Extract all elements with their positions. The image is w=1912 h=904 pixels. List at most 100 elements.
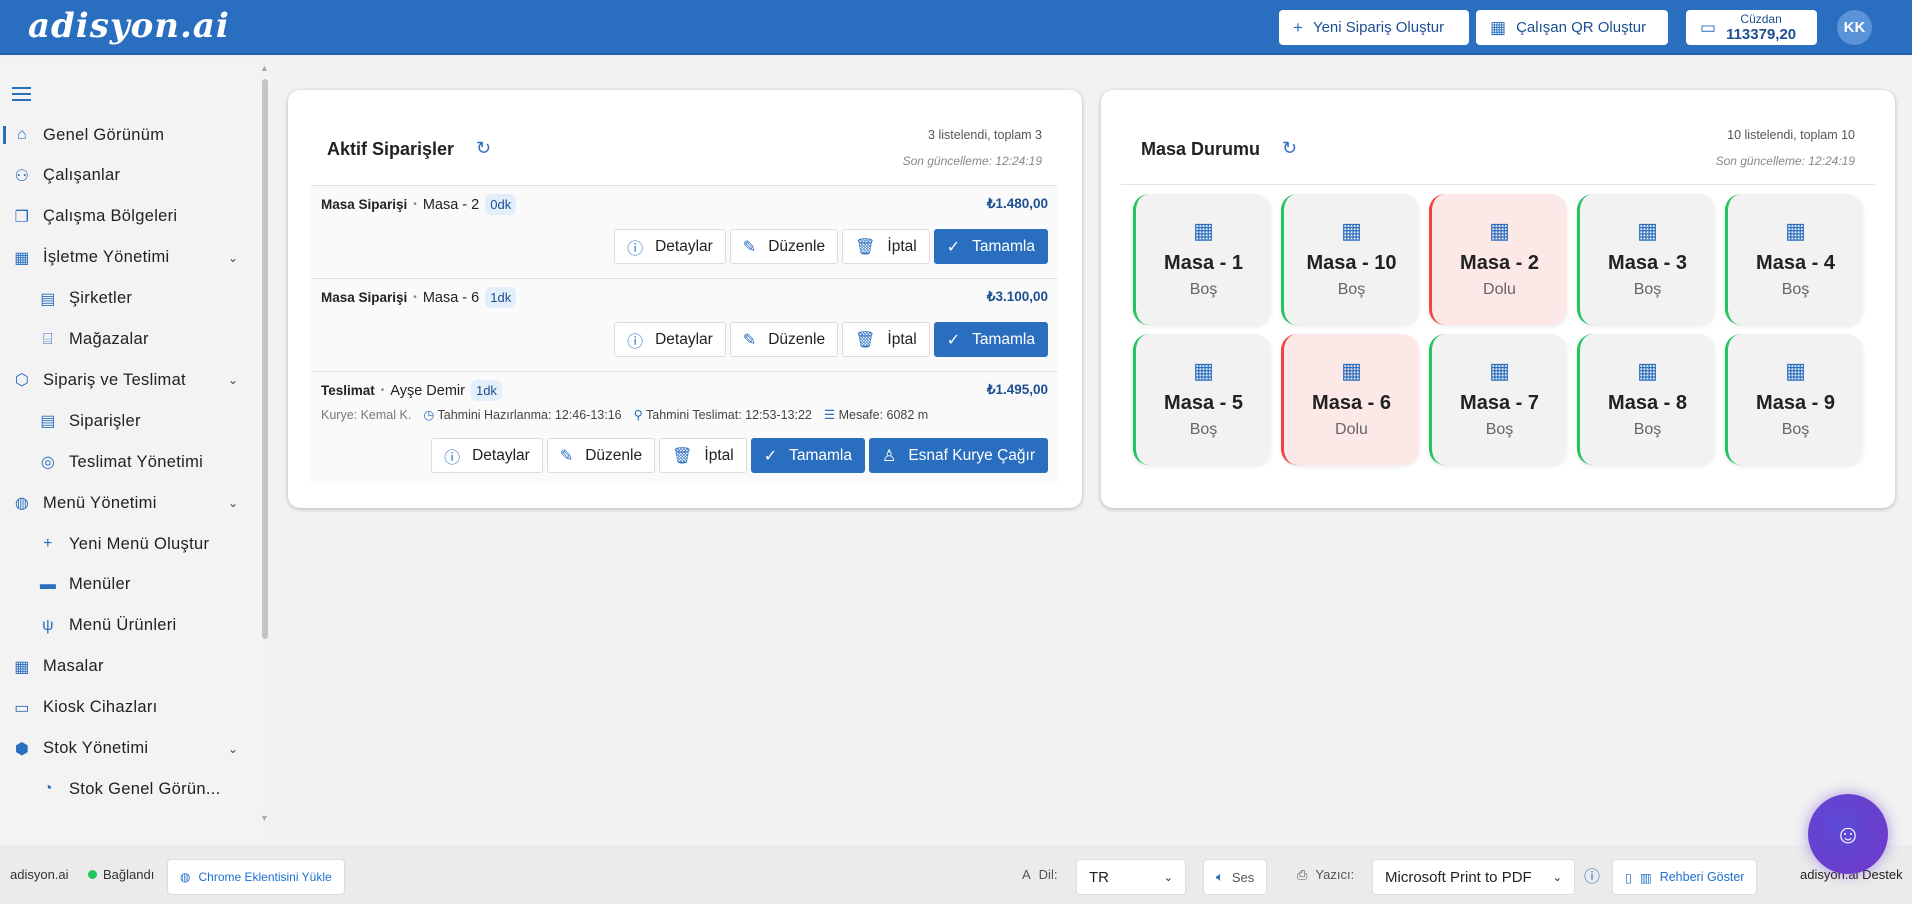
sound-button[interactable]: 🔈︎ Ses xyxy=(1203,859,1268,895)
table-name: Masa - 1 xyxy=(1164,252,1243,274)
order-price: ₺1.495,00 xyxy=(986,382,1048,397)
table-tile[interactable]: ▦ Masa - 3 Boş xyxy=(1577,194,1715,325)
sidebar-item[interactable]: ▤ Siparişler xyxy=(0,406,250,436)
table-name: Masa - 9 xyxy=(1756,392,1835,414)
sidebar-item[interactable]: ⚇ Çalışanlar xyxy=(0,161,250,191)
language-select[interactable]: TR ⌄ xyxy=(1076,859,1186,895)
table-tile[interactable]: ▦ Masa - 8 Boş xyxy=(1577,334,1715,465)
info-icon: ⓘ xyxy=(627,240,644,258)
order-name: Ayşe Demir xyxy=(390,382,465,399)
translate-icon: A xyxy=(1022,867,1031,882)
table-tile[interactable]: ▦ Masa - 1 Boş xyxy=(1133,194,1271,325)
sidebar-item-label: Yeni Menü Oluştur xyxy=(69,534,210,553)
sidebar-item-label: Çalışma Bölgeleri xyxy=(43,207,178,226)
box-icon: ⬡ xyxy=(14,372,30,390)
table-name: Masa - 2 xyxy=(1460,252,1539,274)
sidebar-item[interactable]: ◍ Menü Yönetimi ⌄ xyxy=(0,488,250,518)
printer-value: Microsoft Print to PDF xyxy=(1385,868,1532,886)
details-button[interactable]: ⓘ Detaylar xyxy=(614,322,726,357)
table-tile[interactable]: ▦ Masa - 9 Boş xyxy=(1725,334,1863,465)
sidebar-item-label: Şirketler xyxy=(69,289,133,308)
avatar[interactable]: KK xyxy=(1837,10,1872,45)
sidebar-item-label: Menüler xyxy=(69,575,131,594)
info-icon: ⓘ xyxy=(627,333,644,351)
complete-button[interactable]: ✓ Tamamla xyxy=(933,229,1048,264)
sidebar-item[interactable]: ◔ Stok Genel Görün... xyxy=(0,774,250,804)
complete-button[interactable]: ✓ Tamamla xyxy=(933,322,1048,357)
boxes-icon: ⬢ xyxy=(14,740,30,758)
sidebar-item-label: Stok Genel Görün... xyxy=(69,779,221,798)
edit-label: Düzenle xyxy=(768,237,826,255)
sidebar-scrollbar[interactable] xyxy=(262,79,268,639)
cancel-button[interactable]: 🗑︎ İptal xyxy=(842,229,930,264)
chevron-down-icon[interactable]: ⌄ xyxy=(228,496,239,511)
wallet-button[interactable]: ▭ Cüzdan 113379,20 xyxy=(1686,10,1817,45)
hamburger-menu-icon[interactable] xyxy=(12,87,31,101)
order-age-badge: 1dk xyxy=(470,380,502,401)
employee-qr-button[interactable]: ▦ Çalışan QR Oluştur xyxy=(1476,10,1668,45)
sidebar-item[interactable]: ▤ Şirketler xyxy=(0,284,250,314)
table-name: Masa - 3 xyxy=(1608,252,1687,274)
details-button[interactable]: ⓘ Detaylar xyxy=(614,229,726,264)
call-courier-label: Esnaf Kurye Çağır xyxy=(908,446,1035,464)
sidebar-item-label: Menü Yönetimi xyxy=(43,493,157,512)
chevron-down-icon[interactable]: ⌄ xyxy=(228,250,239,265)
chrome-extension-button[interactable]: ◍ Chrome Eklentisini Yükle xyxy=(167,859,345,895)
table-tile[interactable]: ▦ Masa - 7 Boş xyxy=(1429,334,1567,465)
sidebar-item[interactable]: ▦ Masalar xyxy=(0,652,250,682)
details-button[interactable]: ⓘ Detaylar xyxy=(431,438,543,473)
sidebar: ⌂ Genel Görünüm ⚇ Çalışanlar ❐ Çalışma Bölgel… xyxy=(0,57,269,845)
sidebar-item[interactable]: ⬢ Stok Yönetimi ⌄ xyxy=(0,734,250,764)
call-courier-button[interactable]: ♙ Esnaf Kurye Çağır xyxy=(869,438,1048,473)
details-label: Detaylar xyxy=(655,237,713,255)
scroll-down-arrow[interactable]: ▼ xyxy=(260,813,269,823)
show-guide-button[interactable]: ▯ ▥ Rehberi Göster xyxy=(1612,859,1758,895)
sidebar-item[interactable]: ⬡ Sipariş ve Teslimat ⌄ xyxy=(0,365,250,395)
sidebar-item[interactable]: ⌸ Mağazalar xyxy=(0,325,250,355)
active-orders-card: Aktif Siparişler ↻ 3 listelendi, toplam … xyxy=(288,90,1082,508)
table-tile[interactable]: ▦ Masa - 4 Boş xyxy=(1725,194,1863,325)
table-tile[interactable]: ▦ Masa - 6 Dolu xyxy=(1281,334,1419,465)
scroll-up-arrow[interactable]: ▲ xyxy=(260,63,269,73)
plus-icon: + xyxy=(1293,17,1303,37)
cancel-button[interactable]: 🗑︎ İptal xyxy=(842,322,930,357)
chevron-down-icon: ⌄ xyxy=(1552,871,1562,884)
cancel-button[interactable]: 🗑︎ İptal xyxy=(659,438,747,473)
complete-button[interactable]: ✓ Tamamla xyxy=(750,438,865,473)
chevron-down-icon[interactable]: ⌄ xyxy=(228,741,239,756)
sidebar-item[interactable]: ▬ Menüler xyxy=(0,570,250,600)
logo[interactable]: adisyon.ai xyxy=(28,6,230,46)
table-tile[interactable]: ▦ Masa - 10 Boş xyxy=(1281,194,1419,325)
refresh-icon[interactable]: ↻ xyxy=(476,138,492,158)
edit-button[interactable]: ✎ Düzenle xyxy=(729,229,839,264)
support-bot-button[interactable]: ☺ xyxy=(1808,794,1888,874)
sidebar-item-label: Çalışanlar xyxy=(43,166,121,185)
printer-label: ⎙ Yazıcı: xyxy=(1297,845,1354,904)
info-icon[interactable]: ⓘ xyxy=(1584,868,1601,886)
printer-select[interactable]: Microsoft Print to PDF ⌄ xyxy=(1372,859,1575,895)
sidebar-item[interactable]: ⌂ Genel Görünüm xyxy=(0,120,250,150)
sidebar-item[interactable]: ❐ Çalışma Bölgeleri xyxy=(0,202,250,232)
table-grid-icon: ▦ xyxy=(1637,358,1658,383)
order-title: Masa Siparişi • Masa - 2 0dk xyxy=(321,194,517,215)
chevron-down-icon[interactable]: ⌄ xyxy=(228,373,239,388)
edit-button[interactable]: ✎ Düzenle xyxy=(546,438,656,473)
sidebar-item[interactable]: + Yeni Menü Oluştur xyxy=(0,529,250,559)
cancel-label: İptal xyxy=(887,237,917,255)
table-tile[interactable]: ▦ Masa - 5 Boş xyxy=(1133,334,1271,465)
order-title: Masa Siparişi • Masa - 6 1dk xyxy=(321,287,517,308)
sidebar-item[interactable]: ▭ Kiosk Cihazları xyxy=(0,693,250,723)
users-icon: ⚇ xyxy=(14,167,30,185)
active-indicator xyxy=(3,126,6,144)
sidebar-item[interactable]: ψ Menü Ürünleri xyxy=(0,611,250,641)
company-icon: ▤ xyxy=(40,290,56,308)
refresh-icon[interactable]: ↻ xyxy=(1282,138,1298,158)
sidebar-item[interactable]: ▦ İşletme Yönetimi ⌄ xyxy=(0,243,250,273)
sidebar-item[interactable]: ◎ Teslimat Yönetimi xyxy=(0,447,250,477)
table-tile[interactable]: ▦ Masa - 2 Dolu xyxy=(1429,194,1567,325)
new-order-button[interactable]: + Yeni Sipariş Oluştur xyxy=(1279,10,1469,45)
courier-icon: ♙ xyxy=(882,447,897,465)
edit-button[interactable]: ✎ Düzenle xyxy=(729,322,839,357)
pencil-icon: ✎ xyxy=(742,331,757,349)
complete-label: Tamamla xyxy=(789,446,852,464)
